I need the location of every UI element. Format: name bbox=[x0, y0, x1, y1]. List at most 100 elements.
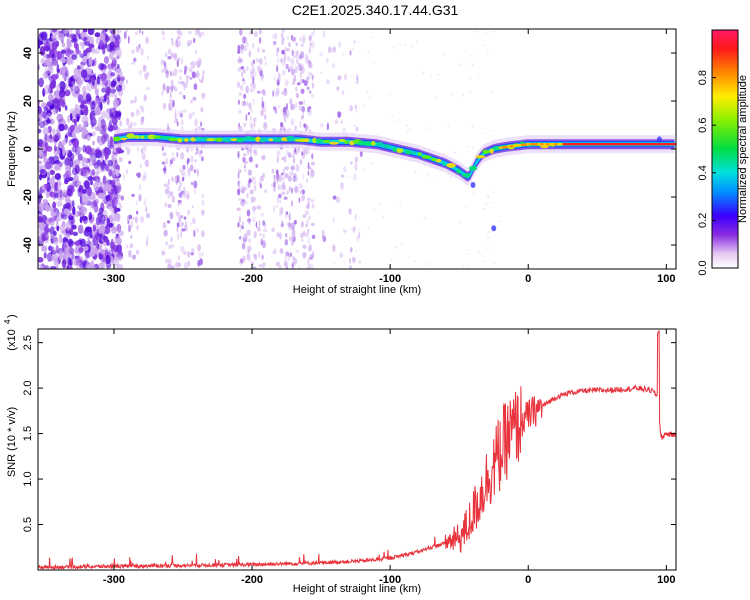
heatmap-cell bbox=[87, 147, 93, 156]
heatmap-cell bbox=[175, 261, 179, 268]
heatmap-cell bbox=[41, 242, 45, 252]
heatmap-cell bbox=[132, 121, 137, 127]
heatmap-cell bbox=[394, 247, 396, 249]
heatmap-cell bbox=[351, 48, 354, 50]
heatmap-cell bbox=[260, 108, 265, 117]
heatmap-cell bbox=[312, 250, 315, 258]
heatmap-cell bbox=[113, 184, 118, 192]
heatmap-cell bbox=[319, 122, 324, 128]
heatmap-cell bbox=[244, 234, 248, 242]
trace-blob bbox=[396, 148, 404, 154]
trace-blob bbox=[382, 144, 392, 149]
heatmap-cell bbox=[308, 256, 313, 260]
trace-core bbox=[559, 143, 564, 146]
heatmap-cell bbox=[193, 83, 198, 91]
trace-outlier bbox=[491, 225, 497, 232]
heatmap-cell bbox=[201, 194, 204, 199]
heatmap-cell bbox=[350, 177, 353, 180]
heatmap-cell bbox=[145, 238, 149, 247]
heatmap-cell bbox=[395, 246, 397, 248]
heatmap-cell bbox=[183, 262, 188, 269]
heatmap-cell bbox=[64, 137, 67, 144]
heatmap-cell bbox=[282, 191, 286, 195]
heatmap-cell bbox=[183, 191, 185, 198]
trace-blob bbox=[405, 149, 412, 155]
heatmap-cell bbox=[328, 46, 332, 54]
heatmap-cell bbox=[55, 244, 59, 254]
heatmap-cell bbox=[64, 246, 71, 256]
heatmap-cell bbox=[406, 124, 408, 127]
heatmap-cell bbox=[38, 263, 43, 269]
heatmap-cell bbox=[64, 243, 67, 249]
trace-core bbox=[595, 143, 600, 146]
x-tick-label: -100 bbox=[379, 273, 401, 285]
heatmap-cell bbox=[459, 221, 462, 224]
heatmap-cell bbox=[278, 264, 283, 269]
heatmap-cell bbox=[101, 214, 106, 225]
heatmap-cell bbox=[349, 265, 352, 269]
heatmap-cell bbox=[298, 197, 301, 204]
heatmap-cell bbox=[165, 241, 169, 246]
heatmap-cell bbox=[301, 238, 304, 243]
heatmap-cell bbox=[283, 88, 288, 94]
heatmap-cell bbox=[176, 222, 180, 228]
heatmap-cell bbox=[134, 31, 138, 36]
heatmap-cell bbox=[82, 129, 89, 135]
heatmap-cell bbox=[250, 81, 254, 88]
heatmap-cell bbox=[160, 59, 165, 66]
heatmap-cell bbox=[359, 260, 361, 264]
heatmap-cell bbox=[169, 90, 172, 99]
heatmap-cell bbox=[45, 161, 52, 170]
heatmap-cell bbox=[81, 188, 87, 194]
heatmap-cell bbox=[290, 58, 295, 66]
heatmap-cell bbox=[347, 175, 350, 178]
heatmap-cell bbox=[61, 42, 66, 48]
heatmap-cell bbox=[54, 164, 60, 171]
heatmap-cell bbox=[243, 69, 246, 74]
trace-core bbox=[645, 143, 649, 146]
heatmap-cell bbox=[356, 235, 359, 242]
heatmap-cell bbox=[286, 109, 290, 117]
snr-x-ticks: -300 -200 -100 0 100 bbox=[103, 329, 676, 586]
heatmap-cell bbox=[282, 184, 286, 191]
heatmap-cell bbox=[56, 217, 59, 223]
trace-core bbox=[543, 143, 547, 146]
heatmap-cell bbox=[284, 238, 289, 246]
heatmap-cell bbox=[289, 171, 294, 176]
heatmap-cell bbox=[170, 79, 174, 86]
heatmap-cell bbox=[167, 49, 172, 55]
heatmap-cell bbox=[168, 191, 172, 195]
heatmap-cell bbox=[177, 199, 182, 203]
trace-blob bbox=[417, 152, 422, 156]
trace-blob bbox=[159, 135, 166, 139]
heatmap-cell bbox=[123, 173, 125, 182]
heatmap-cell bbox=[272, 206, 276, 213]
heatmap-cell bbox=[69, 29, 73, 33]
heatmap-cell bbox=[170, 236, 173, 243]
heatmap-cell bbox=[146, 235, 149, 240]
trace-core bbox=[523, 143, 528, 146]
trace-blob bbox=[183, 138, 189, 142]
heatmap-cell bbox=[197, 57, 202, 66]
heatmap-cell bbox=[290, 222, 295, 230]
heatmap-cell bbox=[144, 94, 148, 102]
heatmap-cell bbox=[469, 77, 472, 80]
heatmap-cell bbox=[100, 235, 107, 240]
heatmap-cell bbox=[84, 180, 90, 190]
heatmap-cell bbox=[285, 149, 289, 157]
heatmap-cell bbox=[284, 46, 287, 52]
heatmap-cell bbox=[67, 188, 74, 197]
heatmap-cell bbox=[141, 30, 144, 35]
heatmap-cell bbox=[190, 155, 194, 163]
trace-blob bbox=[177, 137, 183, 143]
heatmap-cell bbox=[341, 90, 345, 95]
trace-core bbox=[507, 145, 511, 148]
heatmap-cell bbox=[102, 99, 106, 104]
heatmap-cell bbox=[182, 164, 186, 170]
heatmap-cell bbox=[61, 258, 67, 269]
heatmap-cell bbox=[197, 126, 202, 131]
heatmap-cell bbox=[119, 120, 123, 127]
heatmap-cell bbox=[67, 114, 71, 123]
trace-blob bbox=[193, 136, 204, 140]
heatmap-cell bbox=[276, 52, 279, 57]
